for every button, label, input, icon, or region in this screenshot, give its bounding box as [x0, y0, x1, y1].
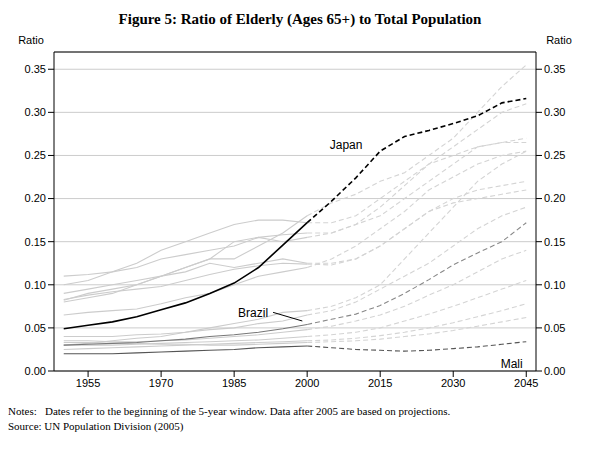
svg-text:Ratio: Ratio: [18, 34, 44, 46]
html-text:Figure 5: Ratio of Elderly (Ag: Figure 5: Ratio of Elderly (Ages 65+) to…: [118, 11, 482, 27]
svg-text:0.05: 0.05: [544, 322, 565, 334]
html-text:Notes: Dates refer to the begi: Notes: Dates refer to the beginning of t…: [8, 405, 451, 417]
svg-text:Mali: Mali: [501, 357, 523, 371]
svg-text:0.10: 0.10: [544, 279, 565, 291]
svg-text:0.15: 0.15: [544, 236, 565, 248]
svg-text:2030: 2030: [441, 377, 465, 389]
svg-text:0.00: 0.00: [25, 365, 46, 377]
svg-text:0.35: 0.35: [25, 63, 46, 75]
svg-text:Ratio: Ratio: [546, 34, 572, 46]
svg-text:0.30: 0.30: [25, 106, 46, 118]
svg-text:0.05: 0.05: [25, 322, 46, 334]
svg-text:1985: 1985: [222, 377, 246, 389]
svg-text:1955: 1955: [76, 377, 100, 389]
svg-text:0.25: 0.25: [544, 149, 565, 161]
svg-text:Brazil: Brazil: [238, 306, 268, 320]
svg-text:0.15: 0.15: [25, 236, 46, 248]
svg-text:0.00: 0.00: [544, 365, 565, 377]
svg-text:0.30: 0.30: [544, 106, 565, 118]
svg-text:2015: 2015: [368, 377, 392, 389]
svg-text:0.35: 0.35: [544, 63, 565, 75]
svg-text:0.25: 0.25: [25, 149, 46, 161]
svg-text:2045: 2045: [514, 377, 538, 389]
svg-text:0.20: 0.20: [25, 192, 46, 204]
svg-text:1970: 1970: [149, 377, 173, 389]
svg-text:0.20: 0.20: [544, 192, 565, 204]
html-text:Source: UN Population Division: Source: UN Population Division (2005): [8, 420, 184, 432]
svg-text:Japan: Japan: [330, 138, 363, 152]
svg-text:2000: 2000: [295, 377, 319, 389]
svg-text:0.10: 0.10: [25, 279, 46, 291]
